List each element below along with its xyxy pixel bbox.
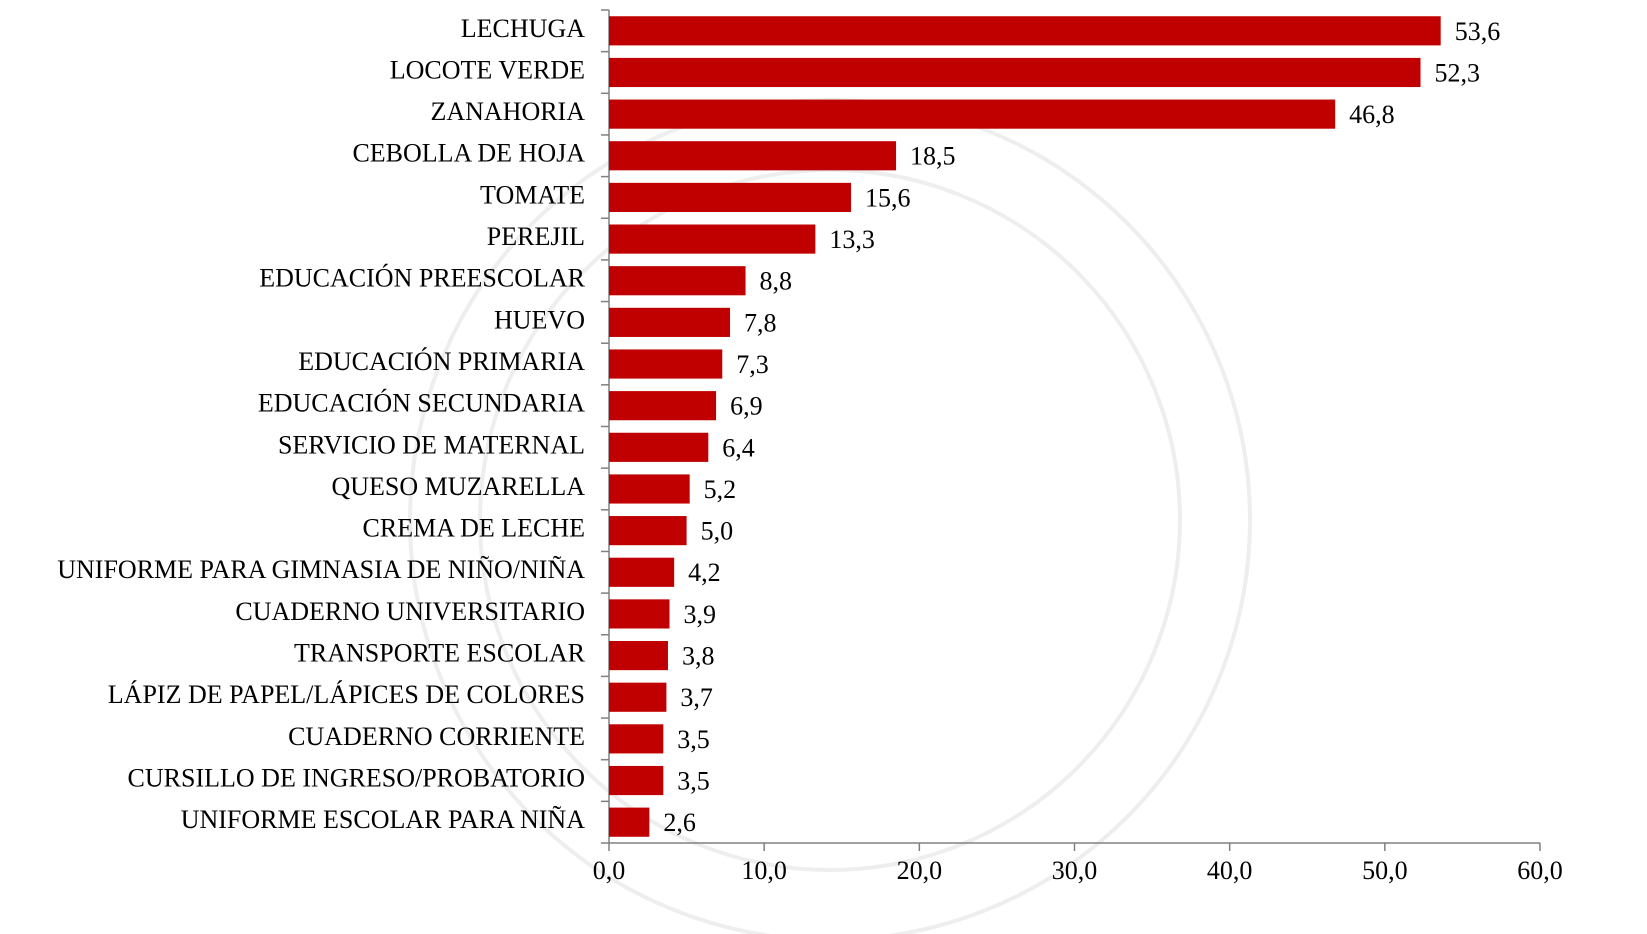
y-tick-label: UNIFORME ESCOLAR PARA NIÑA	[181, 805, 585, 834]
y-tick-label: ZANAHORIA	[430, 97, 585, 126]
y-tick-label: TOMATE	[480, 180, 585, 209]
bar	[609, 640, 668, 671]
bar	[609, 307, 731, 337]
bar	[609, 182, 852, 213]
bar	[609, 349, 723, 379]
y-tick-label: CREMA DE LECHE	[363, 514, 585, 543]
bar	[609, 682, 667, 712]
data-label: 7,3	[736, 350, 769, 379]
x-tick-label: 40,0	[1207, 856, 1253, 885]
data-label: 13,3	[829, 225, 875, 254]
data-label: 53,6	[1455, 17, 1501, 46]
x-tick-label: 30,0	[1052, 856, 1098, 885]
data-label: 4,2	[688, 558, 721, 587]
bar	[609, 99, 1336, 129]
bar	[609, 57, 1421, 88]
y-tick-label: EDUCACIÓN SECUNDARIA	[258, 389, 585, 418]
bar	[609, 724, 664, 754]
bar	[609, 599, 670, 629]
data-label: 5,0	[701, 517, 734, 546]
y-tick-label: HUEVO	[494, 305, 585, 334]
bar	[609, 266, 746, 296]
y-tick-label: PEREJIL	[487, 222, 585, 251]
y-tick-label: EDUCACIÓN PRIMARIA	[298, 347, 585, 376]
bar	[609, 807, 650, 837]
y-tick-label: LÁPIZ DE PAPEL/LÁPICES DE COLORES	[108, 680, 585, 709]
bar	[609, 516, 687, 546]
bar	[609, 16, 1441, 46]
data-label: 3,7	[680, 683, 713, 712]
data-label: 46,8	[1349, 100, 1395, 129]
y-tick-label: CUADERNO UNIVERSITARIO	[235, 597, 585, 626]
y-tick-label: EDUCACIÓN PREESCOLAR	[259, 264, 585, 293]
data-label: 15,6	[865, 183, 911, 212]
data-label: 8,8	[760, 267, 793, 296]
y-tick-label: LECHUGA	[461, 14, 585, 43]
bar	[609, 224, 816, 254]
x-tick-label: 50,0	[1362, 856, 1408, 885]
y-tick-label: TRANSPORTE ESCOLAR	[294, 639, 586, 668]
y-tick-label: UNIFORME PARA GIMNASIA DE NIÑO/NIÑA	[57, 555, 585, 584]
data-label: 3,5	[677, 766, 710, 795]
bar	[609, 557, 675, 587]
data-label: 5,2	[704, 475, 737, 504]
x-tick-label: 0,0	[593, 856, 626, 885]
bar	[609, 141, 897, 171]
y-tick-label: LOCOTE VERDE	[390, 55, 585, 84]
data-label: 3,9	[684, 600, 717, 629]
x-tick-label: 20,0	[897, 856, 943, 885]
data-label: 3,8	[682, 642, 715, 671]
data-label: 52,3	[1435, 58, 1481, 87]
bar	[609, 432, 709, 462]
bar	[609, 474, 690, 504]
y-tick-label: QUESO MUZARELLA	[332, 472, 586, 501]
bar	[609, 391, 717, 421]
y-tick-label: CURSILLO DE INGRESO/PROBATORIO	[128, 763, 585, 792]
x-tick-label: 60,0	[1517, 856, 1563, 885]
data-label: 6,9	[730, 392, 763, 421]
data-label: 3,5	[677, 725, 710, 754]
y-tick-label: CUADERNO CORRIENTE	[288, 722, 585, 751]
x-tick-label: 10,0	[741, 856, 787, 885]
data-label: 6,4	[722, 433, 755, 462]
y-tick-label: CEBOLLA DE HOJA	[352, 139, 585, 168]
data-label: 18,5	[910, 142, 956, 171]
bar	[609, 765, 664, 796]
data-label: 7,8	[744, 308, 777, 337]
data-label: 2,6	[663, 808, 696, 837]
y-tick-label: SERVICIO DE MATERNAL	[278, 430, 585, 459]
